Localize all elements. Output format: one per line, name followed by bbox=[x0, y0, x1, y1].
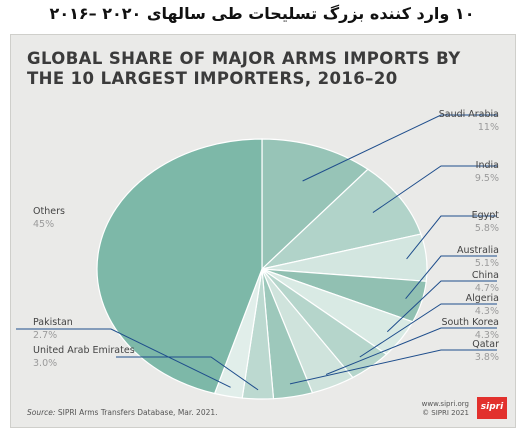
slice-label-united-arab-emirates: United Arab Emirates bbox=[33, 345, 135, 356]
source-note: Source: SIPRI Arms Transfers Database, M… bbox=[27, 408, 218, 417]
credit-block: www.sipri.org © SIPRI 2021 bbox=[409, 400, 469, 418]
slice-label-pakistan: Pakistan bbox=[33, 317, 73, 328]
slice-label-saudi-arabia: Saudi Arabia bbox=[439, 109, 499, 120]
leader-line-australia bbox=[405, 255, 497, 300]
slice-value-south-korea: 4.3% bbox=[475, 330, 499, 341]
chart-card: GLOBAL SHARE OF MAJOR ARMS IMPORTS BY TH… bbox=[10, 34, 516, 428]
leader-line-south-korea bbox=[325, 327, 497, 375]
persian-title: ۱۰ وارد کننده بزرگ تسلیحات طی سالهای ۲۰۲… bbox=[49, 4, 475, 23]
leader-line-pakistan bbox=[16, 328, 231, 388]
credit-url: www.sipri.org bbox=[421, 400, 469, 408]
slice-label-others: Others bbox=[33, 206, 65, 217]
slice-value-united-arab-emirates: 3.0% bbox=[33, 358, 57, 369]
slice-label-algeria: Algeria bbox=[466, 293, 499, 304]
leader-line-algeria bbox=[359, 303, 497, 358]
leader-line-egypt bbox=[406, 215, 497, 260]
source-prefix: Source: bbox=[27, 408, 56, 417]
leader-line-qatar bbox=[289, 349, 497, 385]
slice-value-china: 4.7% bbox=[475, 283, 499, 294]
sipri-logo: sipri bbox=[477, 397, 507, 419]
slice-value-pakistan: 2.7% bbox=[33, 330, 57, 341]
slice-label-india: India bbox=[476, 160, 499, 171]
pie-chart: Saudi Arabia 11% India 9.5% Egypt 5.8% Austral… bbox=[16, 109, 500, 400]
slice-value-saudi-arabia: 11% bbox=[478, 122, 499, 133]
leader-line-united-arab-emirates bbox=[116, 356, 259, 391]
chart-title: GLOBAL SHARE OF MAJOR ARMS IMPORTS BY TH… bbox=[27, 49, 507, 89]
slice-value-others: 45% bbox=[33, 219, 54, 230]
slice-label-china: China bbox=[472, 270, 499, 281]
credit-copyright: © SIPRI 2021 bbox=[422, 409, 469, 417]
slice-value-india: 9.5% bbox=[475, 173, 499, 184]
slice-value-algeria: 4.3% bbox=[475, 306, 499, 317]
slice-label-australia: Australia bbox=[457, 245, 499, 256]
slice-value-australia: 5.1% bbox=[475, 258, 499, 269]
slice-value-qatar: 3.8% bbox=[475, 352, 499, 363]
chart-title-line-2: THE 10 LARGEST IMPORTERS, 2016–20 bbox=[27, 69, 398, 88]
slice-label-egypt: Egypt bbox=[472, 210, 500, 221]
slice-value-egypt: 5.8% bbox=[475, 223, 499, 234]
slice-label-south-korea: South Korea bbox=[441, 317, 499, 328]
sipri-logo-text: sipri bbox=[480, 402, 504, 412]
chart-title-line-1: GLOBAL SHARE OF MAJOR ARMS IMPORTS BY bbox=[27, 49, 461, 68]
leader-line-india bbox=[372, 165, 497, 214]
leader-line-china bbox=[386, 280, 497, 333]
pie-slice-india bbox=[260, 168, 422, 271]
leader-line-saudi-arabia bbox=[302, 114, 497, 182]
slice-label-qatar: Qatar bbox=[472, 339, 499, 350]
source-text: SIPRI Arms Transfers Database, Mar. 2021… bbox=[57, 408, 218, 417]
pie-slice-others bbox=[96, 138, 263, 395]
pie-slice-saudi-arabia bbox=[261, 138, 369, 271]
